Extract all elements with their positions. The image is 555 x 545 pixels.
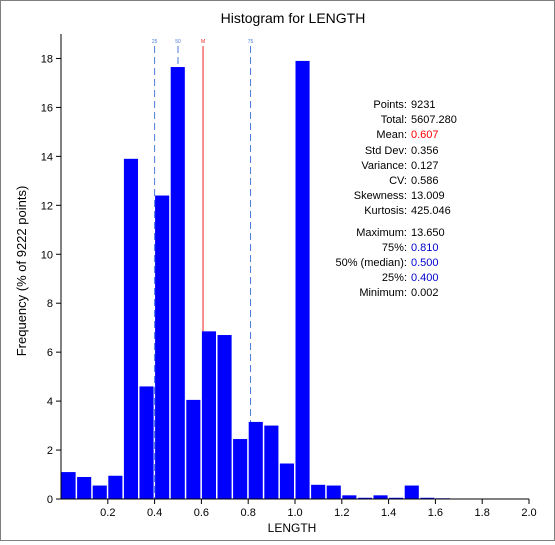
- stat-row: CV:0.586: [301, 174, 481, 189]
- stat-label: CV:: [301, 174, 407, 189]
- stat-label: Std Dev:: [301, 144, 407, 159]
- stat-value: 0.810: [407, 241, 439, 256]
- histogram-bar: [218, 335, 232, 499]
- stat-label: Mean:: [301, 128, 407, 143]
- stat-row: Kurtosis:425.046: [301, 204, 481, 219]
- stat-value: 0.002: [407, 286, 439, 301]
- histogram-bar: [139, 386, 153, 499]
- x-tick-label: 0.6: [194, 507, 209, 519]
- stat-label: Maximum:: [301, 226, 407, 241]
- stat-value: 0.356: [407, 144, 439, 159]
- stat-value: 425.046: [407, 204, 451, 219]
- stat-label: Points:: [301, 98, 407, 113]
- y-tick-label: 0: [47, 494, 53, 506]
- x-tick-label: 2.0: [521, 507, 536, 519]
- y-tick-label: 16: [41, 102, 53, 114]
- stat-row: 50% (median):0.500: [301, 256, 481, 271]
- stat-row: 75%:0.810: [301, 241, 481, 256]
- stat-label: Variance:: [301, 159, 407, 174]
- y-tick-label: 14: [41, 151, 53, 163]
- histogram-bar: [108, 476, 122, 499]
- histogram-bar: [155, 196, 169, 499]
- histogram-bar: [233, 439, 247, 499]
- marker-label-50: 50: [175, 39, 181, 45]
- stat-value: 0.586: [407, 174, 439, 189]
- stat-label: 25%:: [301, 271, 407, 286]
- stat-row: Variance:0.127: [301, 159, 481, 174]
- x-axis-label: LENGTH: [268, 521, 317, 535]
- histogram-bar: [171, 67, 185, 499]
- histogram-bar: [124, 159, 138, 499]
- marker-label-M: M: [201, 39, 205, 45]
- stat-row: Minimum:0.002: [301, 286, 481, 301]
- stat-label: 50% (median):: [301, 256, 407, 271]
- stat-label: Total:: [301, 113, 407, 128]
- stat-value: 9231: [407, 98, 435, 113]
- stat-row: Std Dev:0.356: [301, 144, 481, 159]
- histogram-bar: [186, 400, 200, 499]
- histogram-bar: [249, 422, 263, 499]
- y-tick-label: 8: [47, 298, 53, 310]
- stat-label: 75%:: [301, 241, 407, 256]
- x-tick-label: 1.0: [287, 507, 302, 519]
- stat-row: 25%:0.400: [301, 271, 481, 286]
- stat-value: 13.650: [407, 226, 445, 241]
- y-tick-label: 6: [47, 347, 53, 359]
- histogram-bar: [327, 486, 341, 499]
- stat-value: 5607.280: [407, 113, 457, 128]
- x-tick-label: 1.4: [381, 507, 396, 519]
- stat-row: Total:5607.280: [301, 113, 481, 128]
- stat-row: Points:9231: [301, 98, 481, 113]
- y-tick-label: 2: [47, 445, 53, 457]
- y-tick-label: 18: [41, 53, 53, 65]
- marker-label-75: 75: [248, 39, 254, 45]
- histogram-bar: [202, 331, 216, 499]
- marker-label-25: 25: [152, 39, 158, 45]
- stat-label: Skewness:: [301, 189, 407, 204]
- histogram-bar: [93, 486, 107, 499]
- stat-value: 0.607: [407, 128, 439, 143]
- y-tick-label: 12: [41, 200, 53, 212]
- stat-value: 0.127: [407, 159, 439, 174]
- histogram-bar: [405, 486, 419, 499]
- stat-label: Minimum:: [301, 286, 407, 301]
- histogram-bar: [311, 485, 325, 499]
- x-tick-label: 1.2: [334, 507, 349, 519]
- y-tick-label: 10: [41, 249, 53, 261]
- chart-title: Histogram for LENGTH: [221, 10, 366, 26]
- x-tick-label: 0.8: [241, 507, 256, 519]
- histogram-bar: [62, 472, 76, 499]
- x-tick-label: 1.8: [475, 507, 490, 519]
- stat-value: 0.500: [407, 256, 439, 271]
- x-tick-label: 1.6: [428, 507, 443, 519]
- y-axis-label: Frequency (% of 9222 points): [14, 186, 29, 357]
- stat-value: 0.400: [407, 271, 439, 286]
- stat-row: Skewness:13.009: [301, 189, 481, 204]
- histogram-bar: [77, 477, 91, 499]
- stat-row: Maximum:13.650: [301, 226, 481, 241]
- histogram-bar: [342, 495, 356, 499]
- x-tick-label: 0.4: [147, 507, 162, 519]
- y-tick-label: 4: [47, 396, 53, 408]
- histogram-bar: [264, 426, 278, 499]
- histogram-bar: [280, 464, 294, 499]
- stat-value: 13.009: [407, 189, 445, 204]
- x-tick-label: 0.2: [100, 507, 115, 519]
- stat-label: Kurtosis:: [301, 204, 407, 219]
- stat-row: Mean:0.607: [301, 128, 481, 143]
- histogram-bar: [373, 495, 387, 499]
